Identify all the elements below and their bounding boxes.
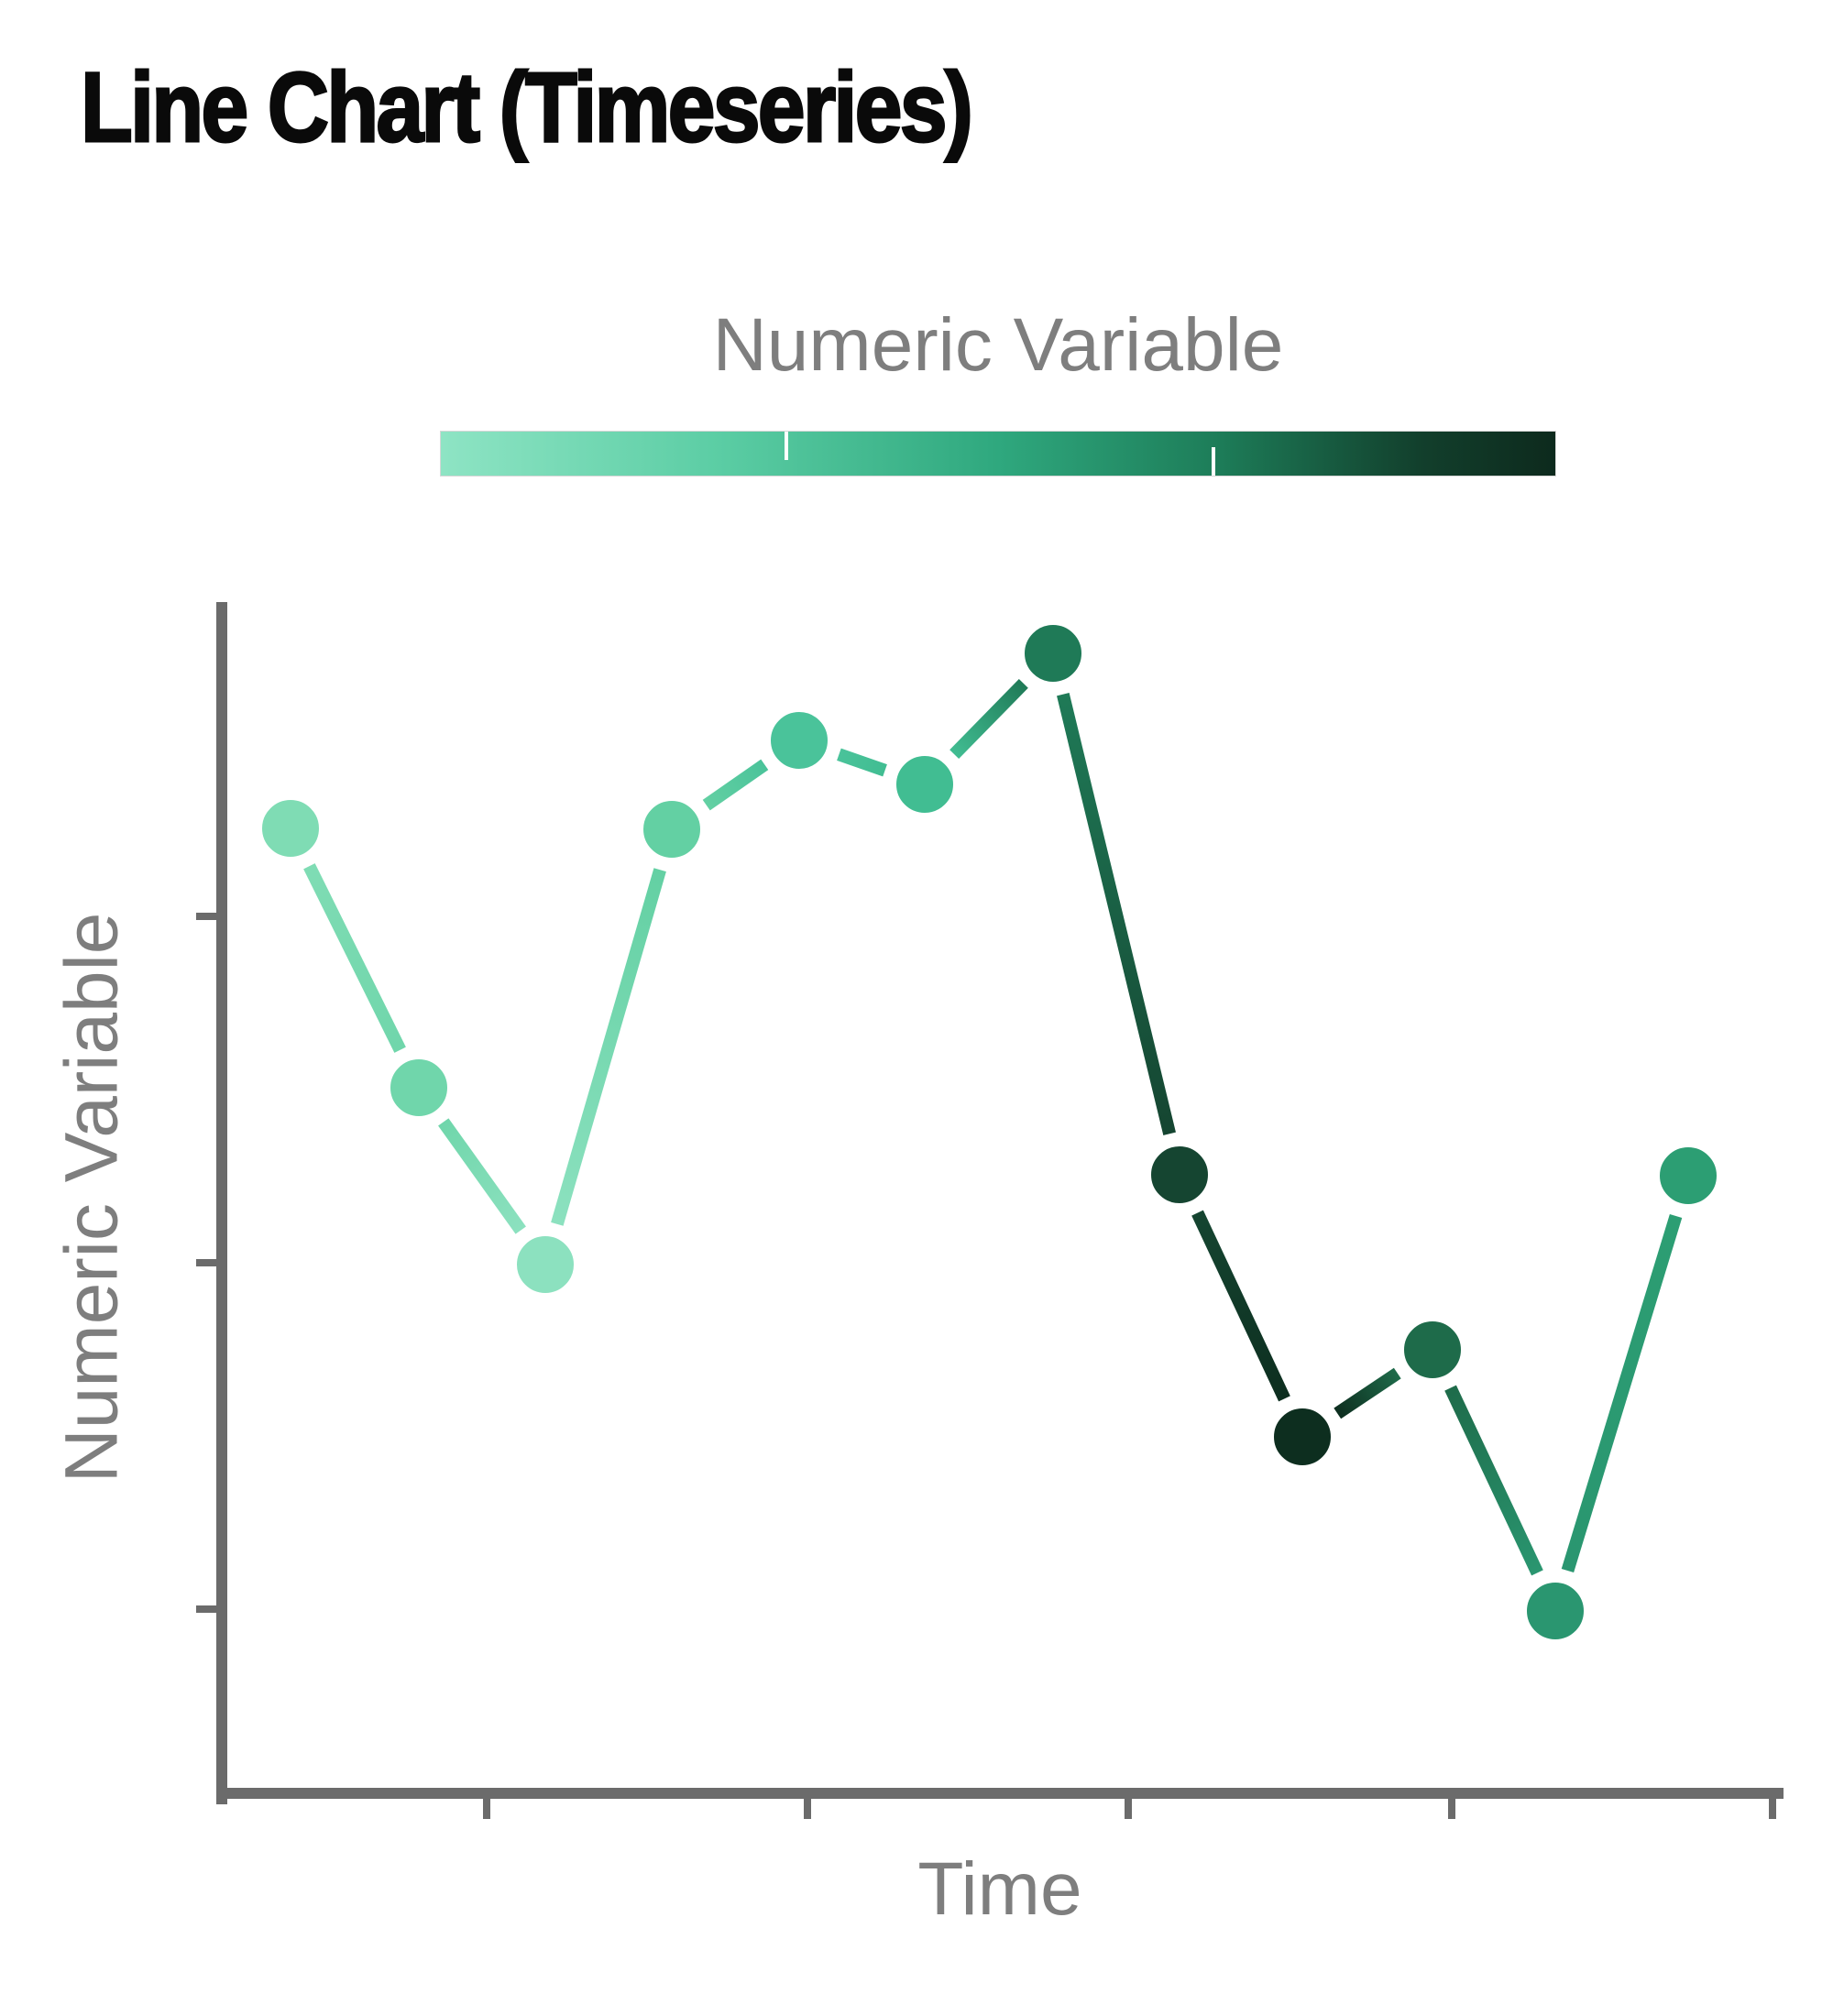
data-point <box>257 794 324 862</box>
y-axis-tick <box>196 1259 216 1266</box>
data-point <box>1146 1141 1213 1209</box>
data-point <box>511 1231 579 1298</box>
x-axis-tick <box>1769 1799 1776 1819</box>
data-point <box>891 751 959 818</box>
x-axis-tick <box>483 1799 490 1819</box>
line-segment <box>303 863 406 1053</box>
data-point <box>385 1054 453 1122</box>
line-segment <box>438 1118 526 1234</box>
data-point <box>1521 1577 1589 1645</box>
data-point <box>1654 1142 1722 1210</box>
line-segment <box>1334 1367 1401 1419</box>
line-segment <box>1191 1210 1290 1402</box>
data-point <box>1268 1403 1336 1471</box>
x-axis-tick <box>1125 1799 1132 1819</box>
data-point <box>765 707 833 774</box>
colorbar-tick <box>1212 446 1216 476</box>
x-axis-spine <box>216 1788 1784 1799</box>
y-axis-tick <box>196 913 216 920</box>
x-axis-tick <box>804 1799 811 1819</box>
line-segment <box>702 759 769 811</box>
data-points-group <box>257 619 1722 1645</box>
line-segment <box>1561 1213 1683 1573</box>
y-axis-spine <box>216 602 227 1804</box>
line-segments-group <box>303 678 1683 1576</box>
line-segment <box>949 678 1028 760</box>
data-point <box>638 795 706 863</box>
colorbar-gradient <box>440 431 1556 477</box>
line-segment <box>1444 1385 1543 1576</box>
y-axis-label: Numeric Variable <box>49 912 133 1484</box>
chart-title: Line Chart (Timeseries) <box>80 51 974 163</box>
x-axis-label: Time <box>917 1847 1082 1931</box>
line-segment <box>1057 693 1176 1135</box>
colorbar-tick <box>784 432 788 461</box>
line-segment <box>551 868 666 1226</box>
line-segment <box>837 748 887 777</box>
y-axis-tick <box>196 1605 216 1613</box>
x-axis-tick <box>1448 1799 1455 1819</box>
legend-title: Numeric Variable <box>712 303 1284 387</box>
data-point <box>1399 1316 1466 1384</box>
axes-group <box>196 602 1784 1819</box>
data-point <box>1019 619 1087 687</box>
